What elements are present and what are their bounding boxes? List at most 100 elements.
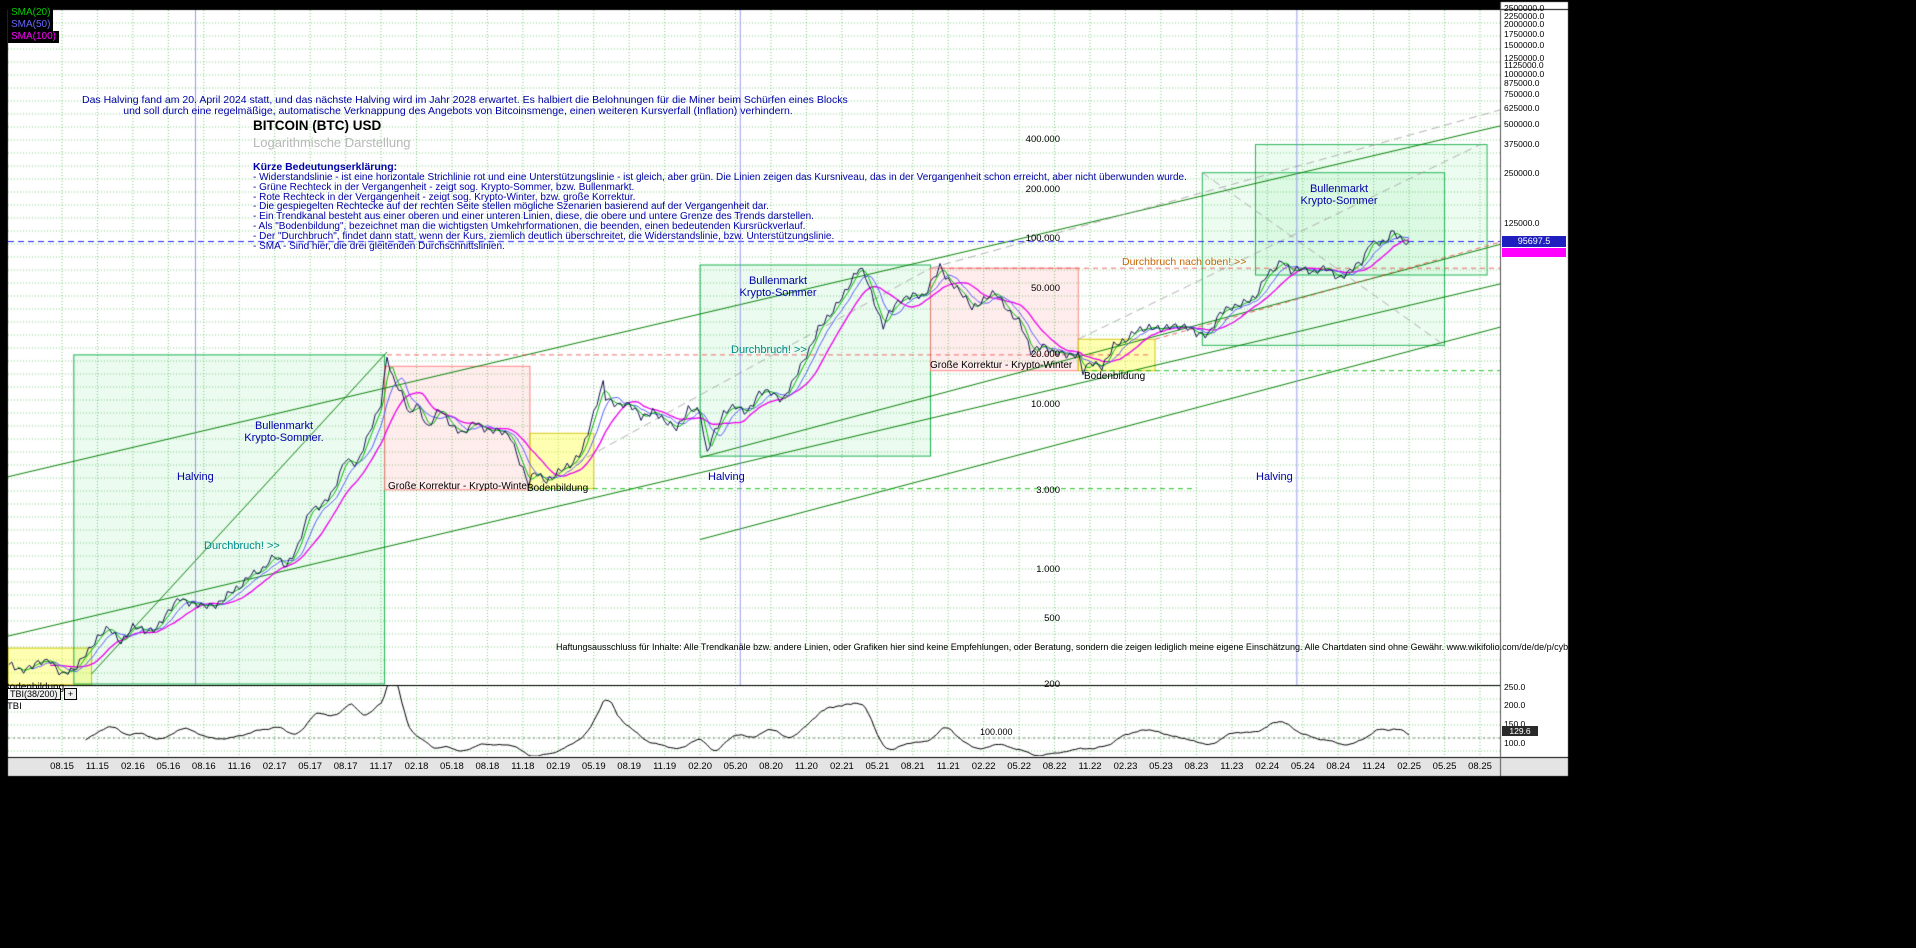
inner-price-label: 10.000 <box>1030 398 1060 410</box>
x-axis-tick-label: 08.16 <box>191 761 216 772</box>
legend-explanation: Kürze Bedeutungserklärung: - Widerstands… <box>253 161 1187 252</box>
x-axis-tick-label: 08.20 <box>759 761 783 772</box>
x-axis-tick-label: 08.22 <box>1042 761 1067 772</box>
explanation-line: - Die gespiegelten Rechtecke auf der rec… <box>253 201 769 213</box>
x-axis-tick-label: 11.24 <box>1362 761 1386 772</box>
x-axis-tick-label: 11.15 <box>85 761 109 772</box>
bullmarket-label-1: Bullenmarkt Krypto-Sommer. <box>228 420 340 444</box>
inner-price-label: 400.000 <box>1025 134 1060 145</box>
x-axis-tick-label: 02.19 <box>546 761 571 772</box>
x-axis-tick-label: 11.20 <box>794 761 818 772</box>
price-axis-label: 500000.0 <box>1504 118 1540 129</box>
breakout-label-2: Durchbruch! >> <box>731 344 807 356</box>
inner-price-label: 3.000 <box>1036 484 1060 496</box>
inner-price-label: 100.000 <box>1025 233 1060 245</box>
bullmarket-label-3: Bullenmarkt Krypto-Sommer <box>1283 183 1395 207</box>
price-axis-label: 2000000.0 <box>1504 19 1545 30</box>
halving-label-2: Halving <box>708 471 745 483</box>
x-axis-tick-label: 05.22 <box>1007 761 1032 772</box>
price-axis-label: 750000.0 <box>1504 89 1540 100</box>
price-axis-label: 1500000.0 <box>1504 39 1545 50</box>
x-axis-tick-label: 08.23 <box>1184 761 1209 772</box>
x-axis-tick-label: 05.20 <box>723 761 748 772</box>
bullmarket-label-1-line1: Bullenmarkt <box>254 420 314 432</box>
tbi-value-badge: 129.6 <box>1502 726 1538 736</box>
legend-sma100: SMA(100) <box>8 31 60 43</box>
tbi-short-label: TBI <box>7 701 22 712</box>
inner-price-label: 200 <box>1044 679 1060 690</box>
bullmarket-label-2: Bullenmarkt Krypto-Sommer <box>722 275 834 299</box>
x-axis-tick-label: 02.21 <box>830 761 854 772</box>
x-axis-tick-label: 02.25 <box>1397 761 1421 772</box>
x-axis-tick-label: 08.15 <box>50 761 74 772</box>
tbi-scale-label: 100.0 <box>1504 737 1526 748</box>
x-axis-tick-label: 08.25 <box>1468 761 1492 772</box>
explanation-line: - Grüne Rechteck in der Vergangenheit - … <box>253 181 635 193</box>
breakout-label-1: Durchbruch! >> <box>204 540 280 552</box>
price-axis-label: 250000.0 <box>1504 168 1540 179</box>
x-axis-tick-label: 11.23 <box>1220 761 1244 772</box>
tbi-scale-label: 200.0 <box>1504 700 1526 711</box>
x-axis-tick-label: 05.19 <box>581 761 606 772</box>
correction-label-1: Große Korrektur - Krypto-Winter <box>388 481 531 492</box>
explanation-heading: Kürze Bedeutungserklärung: <box>253 161 398 173</box>
halving-label-1: Halving <box>177 471 214 483</box>
explanation-line: - Widerstandslinie - ist eine horizontal… <box>253 172 1187 184</box>
x-axis-tick-label: 05.25 <box>1432 761 1457 772</box>
x-axis-tick-label: 05.17 <box>298 761 323 772</box>
sma100-value-badge <box>1502 248 1566 257</box>
price-axis-label: 2500000.0 <box>1504 3 1545 14</box>
price-axis-label: 375000.0 <box>1504 139 1540 150</box>
x-axis-tick-label: 02.20 <box>688 761 712 772</box>
halving-note: Das Halving fand am 20. April 2024 statt… <box>82 94 848 118</box>
x-axis-tick-label: 08.21 <box>900 761 925 772</box>
x-axis-tick-label: 08.17 <box>333 761 358 772</box>
tbi-indicator-button[interactable]: TBI(38/200) <box>7 688 61 700</box>
legend-sma50: SMA(50) <box>8 19 54 31</box>
tbi-scale-label: 150.0 <box>1504 718 1526 729</box>
x-axis-tick-label: 05.16 <box>156 761 181 772</box>
x-axis-tick-label: 11.18 <box>511 761 535 772</box>
tbi-scale-label: 250.0 <box>1504 681 1526 692</box>
explanation-line: - SMA - Sind hier, die drei gleitenden D… <box>253 240 505 252</box>
price-axis-label: 625000.0 <box>1504 102 1540 113</box>
current-price-badge: 95697.5 <box>1502 236 1566 247</box>
x-axis-tick-label: 08.24 <box>1326 761 1351 772</box>
x-axis-tick-label: 11.22 <box>1078 761 1102 772</box>
inner-price-label: 500 <box>1044 613 1060 625</box>
explanation-line: - Der "Durchbruch", findet dann statt, w… <box>253 230 835 242</box>
bullmarket-label-3-line1: Bullenmarkt <box>1309 183 1369 195</box>
page-title: BITCOIN (BTC) USD <box>253 118 382 133</box>
halving-note-line1: Das Halving fand am 20. April 2024 statt… <box>82 94 848 106</box>
tbi-expand-button[interactable]: + <box>64 688 77 700</box>
price-axis-label: 2250000.0 <box>1504 10 1545 21</box>
legend-sma20: SMA(20) <box>8 7 54 19</box>
chart-subtitle: Logarithmische Darstellung <box>253 135 411 150</box>
bottoming-label-0: Bodenbildung <box>3 682 64 694</box>
x-axis-tick-label: 05.18 <box>440 761 464 772</box>
bottoming-label-2: Bodenbildung <box>1084 371 1146 382</box>
bullmarket-label-2-line2: Krypto-Sommer <box>739 286 817 299</box>
inner-price-label: 200.000 <box>1025 183 1060 195</box>
x-axis-tick-label: 02.18 <box>404 761 429 772</box>
x-axis-tick-label: 11.16 <box>227 761 251 772</box>
halving-label-3: Halving <box>1256 471 1293 483</box>
breakout-up-label: Durchbruch nach oben! >> <box>1122 256 1247 268</box>
x-axis-tick-label: 05.23 <box>1149 761 1173 772</box>
price-axis-label: 1250000.0 <box>1504 52 1545 63</box>
x-axis-tick-label: 02.17 <box>262 761 287 772</box>
halving-note-line2: und soll durch eine regelmäßige, automat… <box>123 105 793 118</box>
price-axis-label: 1750000.0 <box>1504 28 1545 39</box>
x-axis-tick-label: 08.19 <box>617 761 642 772</box>
x-axis-tick-label: 05.24 <box>1290 761 1315 772</box>
explanation-line: - Rote Rechteck in der Vergangenheit - z… <box>253 191 636 203</box>
x-axis-tick-label: 02.22 <box>971 761 996 772</box>
price-axis-label: 1000000.0 <box>1504 68 1545 79</box>
x-axis-tick-label: 08.18 <box>475 761 500 772</box>
bottoming-label-1: Bodenbildung <box>527 483 589 494</box>
correction-label-2: Große Korrektur - Krypto-Winter <box>930 360 1073 371</box>
explanation-line: - Als "Bodenbildung", bezeichnet man die… <box>253 221 806 232</box>
inner-price-label: 1.000 <box>1036 563 1060 575</box>
